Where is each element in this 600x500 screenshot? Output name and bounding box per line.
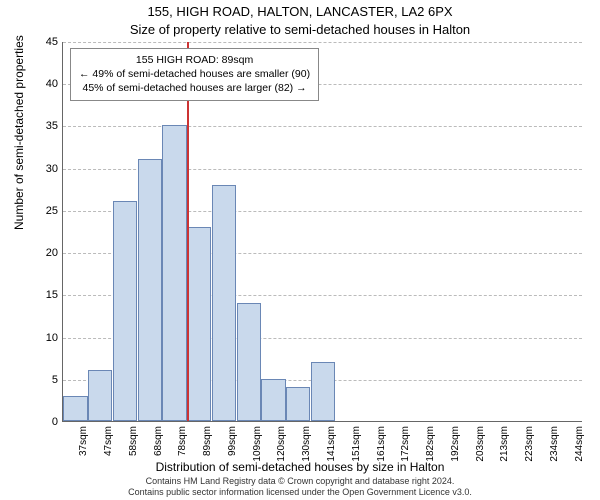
x-tick-label: 130sqm [301, 426, 312, 462]
histogram-bar [237, 303, 261, 421]
x-tick-label: 182sqm [425, 426, 436, 462]
address-title: 155, HIGH ROAD, HALTON, LANCASTER, LA2 6… [0, 4, 600, 19]
histogram-bar [261, 379, 285, 421]
x-tick-label: 58sqm [128, 426, 139, 456]
info-line-smaller: ← 49% of semi-detached houses are smalle… [79, 67, 310, 81]
y-tick-label: 45 [28, 36, 58, 48]
x-tick-label: 99sqm [227, 426, 238, 456]
x-tick-label: 203sqm [475, 426, 486, 462]
y-tick-label: 10 [28, 332, 58, 344]
histogram-bar [311, 362, 335, 421]
x-tick-label: 192sqm [450, 426, 461, 462]
footer-line1: Contains HM Land Registry data © Crown c… [0, 476, 600, 487]
histogram-bar [187, 227, 211, 421]
histogram-bar [212, 185, 236, 421]
x-tick-label: 78sqm [177, 426, 188, 456]
x-tick-label: 223sqm [524, 426, 535, 462]
x-tick-label: 120sqm [276, 426, 287, 462]
y-tick-label: 0 [28, 416, 58, 428]
x-tick-label: 161sqm [376, 426, 387, 462]
chart-subtitle: Size of property relative to semi-detach… [0, 22, 600, 37]
histogram-bar [88, 370, 112, 421]
histogram-bar [162, 125, 186, 421]
x-tick-label: 141sqm [326, 426, 337, 462]
info-line-larger: 45% of semi-detached houses are larger (… [79, 81, 310, 95]
x-tick-label: 172sqm [400, 426, 411, 462]
footer-line2: Contains public sector information licen… [0, 487, 600, 498]
x-axis-label: Distribution of semi-detached houses by … [0, 460, 600, 474]
gridline [63, 126, 582, 127]
y-tick-label: 5 [28, 374, 58, 386]
histogram-bar [286, 387, 310, 421]
x-tick-label: 244sqm [574, 426, 585, 462]
y-tick-label: 15 [28, 289, 58, 301]
y-tick-label: 25 [28, 205, 58, 217]
y-tick-label: 40 [28, 78, 58, 90]
x-tick-label: 37sqm [78, 426, 89, 456]
x-tick-label: 151sqm [351, 426, 362, 462]
gridline [63, 42, 582, 43]
reference-info-box: 155 HIGH ROAD: 89sqm ← 49% of semi-detac… [70, 48, 319, 101]
info-line-property: 155 HIGH ROAD: 89sqm [79, 53, 310, 67]
y-tick-label: 35 [28, 120, 58, 132]
x-tick-label: 213sqm [499, 426, 510, 462]
x-tick-label: 47sqm [103, 426, 114, 456]
histogram-bar [138, 159, 162, 421]
x-tick-label: 68sqm [153, 426, 164, 456]
histogram-bar [113, 201, 137, 421]
x-tick-label: 89sqm [202, 426, 213, 456]
x-tick-label: 234sqm [549, 426, 560, 462]
y-tick-label: 30 [28, 163, 58, 175]
x-tick-label: 109sqm [252, 426, 263, 462]
attribution-footer: Contains HM Land Registry data © Crown c… [0, 476, 600, 498]
y-tick-label: 20 [28, 247, 58, 259]
histogram-bar [63, 396, 87, 421]
y-axis-label: Number of semi-detached properties [12, 35, 26, 230]
